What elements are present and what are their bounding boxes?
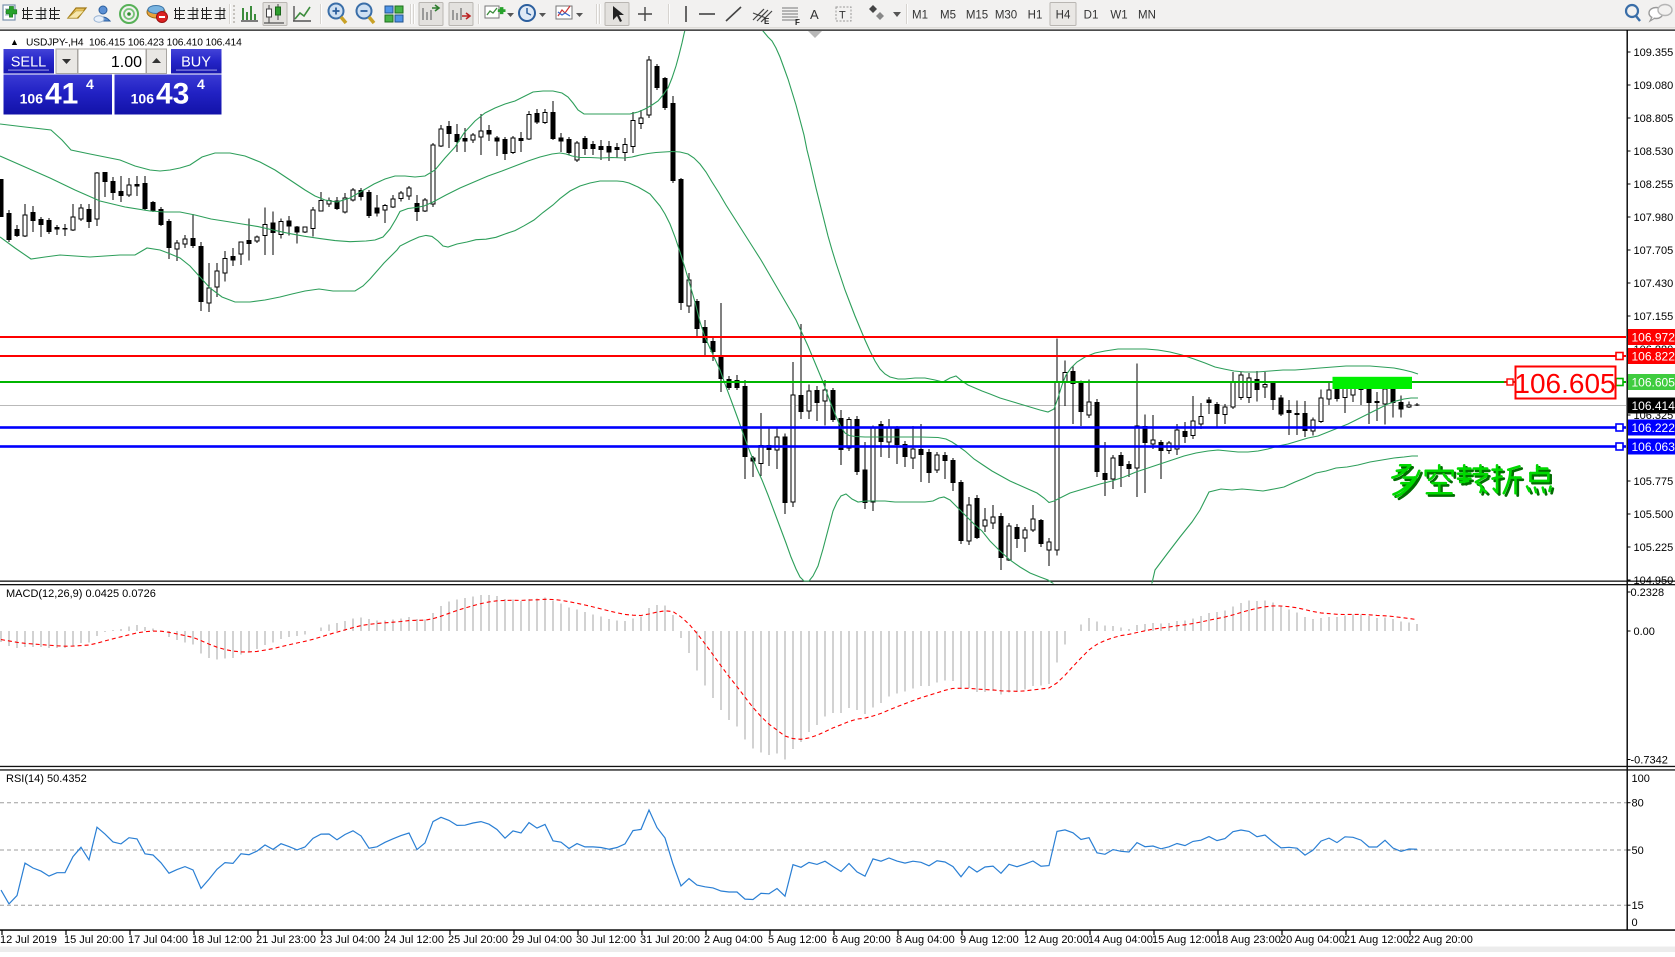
svg-text:107.980: 107.980 bbox=[1634, 212, 1674, 224]
svg-text:106.972: 106.972 bbox=[1632, 331, 1675, 345]
svg-text:M5: M5 bbox=[940, 10, 956, 22]
svg-text:21 Aug 12:00: 21 Aug 12:00 bbox=[1344, 934, 1409, 946]
svg-text:23 Jul 04:00: 23 Jul 04:00 bbox=[320, 934, 380, 946]
svg-text:H4: H4 bbox=[1056, 10, 1071, 22]
svg-text:31 Jul 20:00: 31 Jul 20:00 bbox=[640, 934, 700, 946]
svg-text:M15: M15 bbox=[966, 10, 988, 22]
svg-text:106.605: 106.605 bbox=[1514, 368, 1615, 399]
svg-text:20 Aug 04:00: 20 Aug 04:00 bbox=[1280, 934, 1345, 946]
svg-text:15: 15 bbox=[1632, 900, 1644, 912]
svg-text:106.414: 106.414 bbox=[1632, 399, 1675, 413]
svg-text:106: 106 bbox=[20, 91, 44, 107]
svg-text:T: T bbox=[839, 10, 846, 22]
svg-text:9 Aug 12:00: 9 Aug 12:00 bbox=[960, 934, 1019, 946]
svg-text:M1: M1 bbox=[912, 10, 928, 22]
svg-text:4: 4 bbox=[86, 76, 94, 92]
svg-text:0.2328: 0.2328 bbox=[1631, 587, 1665, 599]
svg-text:E: E bbox=[764, 17, 770, 26]
svg-text:8 Aug 04:00: 8 Aug 04:00 bbox=[896, 934, 955, 946]
svg-text:106.222: 106.222 bbox=[1632, 421, 1675, 435]
svg-text:106: 106 bbox=[131, 91, 155, 107]
svg-text:25 Jul 20:00: 25 Jul 20:00 bbox=[448, 934, 508, 946]
svg-text:0: 0 bbox=[1632, 917, 1638, 929]
svg-text:24 Jul 12:00: 24 Jul 12:00 bbox=[384, 934, 444, 946]
svg-text:22 Aug 20:00: 22 Aug 20:00 bbox=[1408, 934, 1473, 946]
svg-text:106.063: 106.063 bbox=[1632, 440, 1675, 454]
svg-text:4: 4 bbox=[197, 76, 205, 92]
svg-text:50: 50 bbox=[1632, 845, 1644, 857]
svg-text:MACD(12,26,9) 0.0425 0.0726: MACD(12,26,9) 0.0425 0.0726 bbox=[6, 588, 156, 600]
svg-text:18 Aug 23:00: 18 Aug 23:00 bbox=[1216, 934, 1281, 946]
svg-text:43: 43 bbox=[156, 78, 189, 111]
svg-text:107.155: 107.155 bbox=[1634, 311, 1674, 323]
svg-text:▲: ▲ bbox=[10, 37, 19, 47]
svg-text:0.00: 0.00 bbox=[1634, 626, 1655, 638]
svg-text:18 Jul 12:00: 18 Jul 12:00 bbox=[192, 934, 252, 946]
svg-text:105.500: 105.500 bbox=[1634, 509, 1674, 521]
svg-text:D1: D1 bbox=[1084, 10, 1099, 22]
svg-text:M30: M30 bbox=[995, 10, 1017, 22]
svg-text:108.805: 108.805 bbox=[1634, 113, 1674, 125]
svg-text:80: 80 bbox=[1632, 798, 1644, 810]
svg-text:-0.7342: -0.7342 bbox=[1631, 755, 1668, 767]
svg-text:MN: MN bbox=[1138, 10, 1156, 22]
svg-text:109.080: 109.080 bbox=[1634, 80, 1674, 92]
svg-text:A: A bbox=[810, 7, 819, 22]
svg-text:1.00: 1.00 bbox=[111, 54, 142, 71]
svg-text:USDJPY-,H4 106.415 106.423 10: USDJPY-,H4 106.415 106.423 106.410 106.4… bbox=[26, 38, 242, 49]
svg-text:15 Jul 20:00: 15 Jul 20:00 bbox=[64, 934, 124, 946]
svg-text:108.530: 108.530 bbox=[1634, 146, 1674, 158]
svg-text:106.605: 106.605 bbox=[1632, 376, 1675, 390]
svg-text:SELL: SELL bbox=[11, 55, 46, 71]
svg-text:6 Aug 20:00: 6 Aug 20:00 bbox=[832, 934, 891, 946]
svg-text:104.950: 104.950 bbox=[1634, 575, 1674, 587]
svg-text:W1: W1 bbox=[1110, 10, 1127, 22]
svg-text:21 Jul 23:00: 21 Jul 23:00 bbox=[256, 934, 316, 946]
svg-text:29 Jul 04:00: 29 Jul 04:00 bbox=[512, 934, 572, 946]
svg-text:5 Aug 12:00: 5 Aug 12:00 bbox=[768, 934, 827, 946]
svg-text:RSI(14) 50.4352: RSI(14) 50.4352 bbox=[6, 773, 87, 785]
svg-text:15 Aug 12:00: 15 Aug 12:00 bbox=[1152, 934, 1217, 946]
svg-text:107.430: 107.430 bbox=[1634, 278, 1674, 290]
svg-text:17 Jul 04:00: 17 Jul 04:00 bbox=[128, 934, 188, 946]
svg-text:2 Aug 04:00: 2 Aug 04:00 bbox=[704, 934, 763, 946]
svg-text:105.775: 105.775 bbox=[1634, 476, 1674, 488]
svg-text:14 Aug 04:00: 14 Aug 04:00 bbox=[1088, 934, 1153, 946]
svg-text:F: F bbox=[795, 18, 800, 27]
svg-text:105.225: 105.225 bbox=[1634, 542, 1674, 554]
svg-text:108.255: 108.255 bbox=[1634, 179, 1674, 191]
svg-text:41: 41 bbox=[45, 78, 78, 111]
svg-text:107.705: 107.705 bbox=[1634, 245, 1674, 257]
svg-text:BUY: BUY bbox=[181, 55, 211, 71]
svg-text:30 Jul 12:00: 30 Jul 12:00 bbox=[576, 934, 636, 946]
svg-text:12 Jul 2019: 12 Jul 2019 bbox=[0, 934, 57, 946]
svg-text:106.822: 106.822 bbox=[1632, 350, 1675, 364]
svg-text:12 Aug 20:00: 12 Aug 20:00 bbox=[1024, 934, 1089, 946]
svg-text:H1: H1 bbox=[1028, 10, 1043, 22]
svg-text:109.355: 109.355 bbox=[1634, 47, 1674, 59]
svg-text:100: 100 bbox=[1632, 773, 1650, 785]
